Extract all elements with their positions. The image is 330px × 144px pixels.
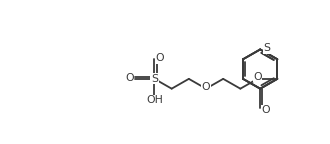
Text: O: O — [253, 72, 262, 82]
Text: O: O — [261, 105, 270, 115]
Text: O: O — [202, 82, 210, 92]
Text: S: S — [151, 74, 158, 84]
Text: S: S — [263, 43, 270, 53]
Text: O: O — [155, 53, 164, 63]
Text: OH: OH — [146, 95, 163, 105]
Text: O: O — [125, 73, 134, 83]
